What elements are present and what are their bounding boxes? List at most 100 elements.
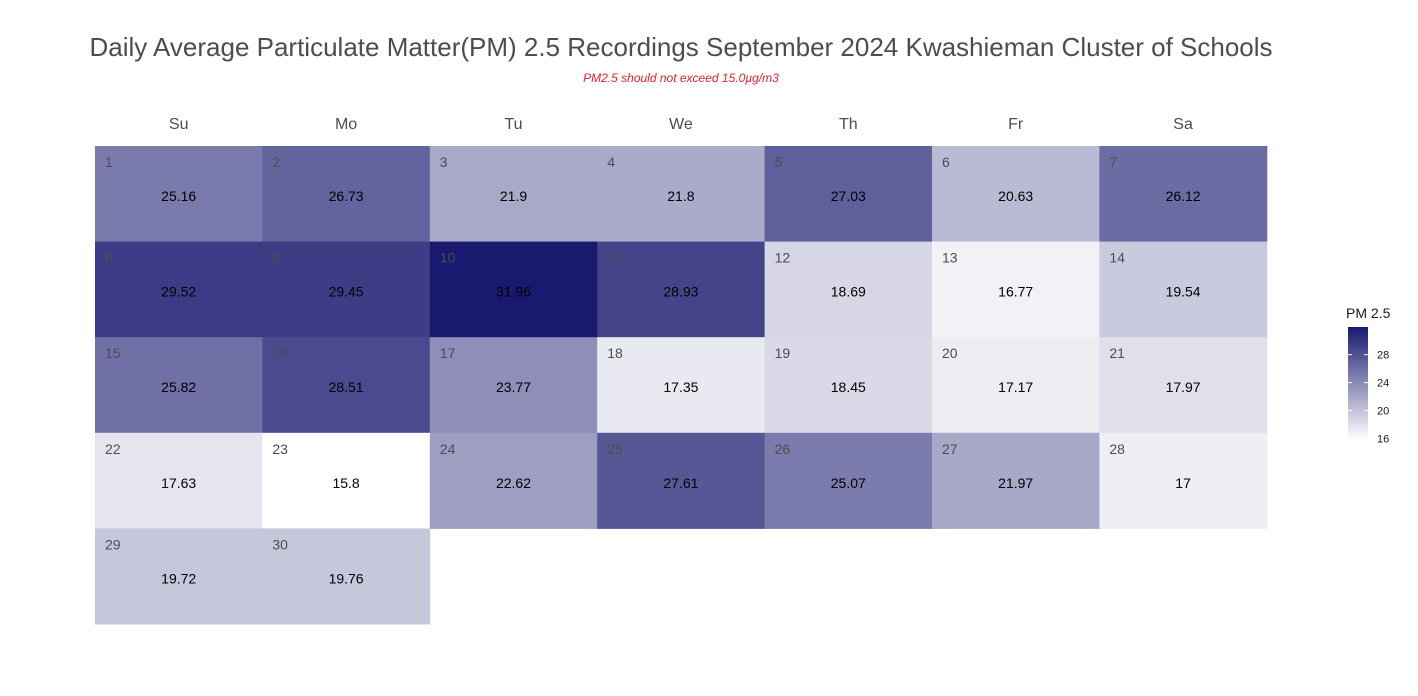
legend-title: PM 2.5: [1346, 305, 1391, 321]
calendar-cell: 125.16: [95, 146, 263, 243]
day-number: 23: [272, 441, 288, 457]
cell-fill: [597, 146, 766, 243]
color-legend: PM 2.5 16 20 24 28: [1346, 305, 1391, 446]
day-number: 14: [1109, 250, 1125, 266]
calendar-cell: 14 19.54: [1099, 241, 1268, 338]
day-value-label: 26.73: [329, 188, 364, 204]
calendar-cell: 726.12: [1099, 146, 1268, 243]
calendar-cell: 24 22.62: [429, 432, 598, 529]
day-number: 4: [607, 154, 615, 170]
day-value-label: 20.63: [998, 188, 1033, 204]
day-value-label: 19.54: [1166, 284, 1201, 300]
day-value-label: 25.16: [161, 188, 196, 204]
day-value-label: 21.8: [667, 188, 694, 204]
legend-tick-label: 24: [1377, 378, 1389, 390]
calendar-cell: 18 17.35: [597, 337, 766, 434]
day-number: 16: [272, 345, 288, 361]
weekday-label: Su: [169, 116, 189, 133]
calendar-cell: 27 21.97: [932, 432, 1100, 529]
weekday-label: Tu: [504, 116, 522, 133]
day-value-label: 21.9: [500, 188, 527, 204]
calendar-cell: 19 18.45: [764, 337, 933, 434]
weekday-label: Mo: [335, 116, 357, 133]
cell-fill: [1099, 146, 1268, 243]
day-value-label: 22.62: [496, 475, 531, 491]
day-number: 1: [105, 154, 113, 170]
day-value-label: 17.97: [1166, 379, 1201, 395]
cell-fill: [262, 528, 431, 625]
day-number: 3: [440, 154, 448, 170]
cell-fill: [932, 241, 1100, 338]
day-number: 15: [105, 345, 121, 361]
day-value-label: 17.63: [161, 475, 196, 491]
cell-fill: [764, 241, 933, 338]
day-number: 13: [942, 250, 958, 266]
day-number: 26: [775, 441, 791, 457]
cell-fill: [1099, 241, 1268, 338]
cell-fill: [262, 241, 431, 338]
calendar-cell: 26 25.07: [764, 432, 933, 529]
cell-fill: [262, 337, 431, 434]
cell-fill: [764, 432, 933, 529]
calendar-cell: 20 17.17: [932, 337, 1100, 434]
cell-fill: [429, 432, 598, 529]
day-value-label: 31.96: [496, 284, 531, 300]
cell-fill: [597, 337, 766, 434]
day-value-label: 16.77: [998, 284, 1033, 300]
legend-color-bar: [1348, 327, 1368, 440]
cell-fill: [95, 528, 263, 625]
calendar-cell: 23 15.8: [262, 432, 431, 529]
calendar-cell: 527.03: [764, 146, 933, 243]
cell-fill: [429, 337, 598, 434]
day-value-label: 28.93: [663, 284, 698, 300]
cell-fill: [262, 432, 431, 529]
day-number: 25: [607, 441, 623, 457]
day-value-label: 15.8: [332, 475, 359, 491]
day-value-label: 17: [1175, 475, 1191, 491]
calendar-cell: 11 28.93: [597, 241, 766, 338]
cell-fill: [932, 337, 1100, 434]
weekday-header: Su Mo Tu We Th Fr Sa: [169, 116, 1193, 133]
cell-fill: [262, 146, 431, 243]
weekday-label: Fr: [1008, 116, 1024, 133]
cell-fill: [1099, 337, 1268, 434]
day-number: 9: [272, 250, 280, 266]
weekday-label: Th: [839, 116, 858, 133]
day-number: 21: [1109, 345, 1125, 361]
day-value-label: 29.45: [329, 284, 364, 300]
cell-fill: [1099, 432, 1268, 529]
cell-fill: [95, 241, 263, 338]
day-value-label: 18.45: [831, 379, 866, 395]
calendar-cell: 13 16.77: [932, 241, 1100, 338]
legend-tick-label: 16: [1377, 434, 1389, 446]
calendar-cell: 10 31.96: [429, 241, 598, 338]
day-number: 30: [272, 536, 288, 552]
day-number: 29: [105, 536, 121, 552]
day-value-label: 28.51: [329, 379, 364, 395]
day-number: 6: [942, 154, 950, 170]
calendar-cell: 25 27.61: [597, 432, 766, 529]
day-number: 24: [440, 441, 456, 457]
day-value-label: 26.12: [1166, 188, 1201, 204]
calendar-cell: 929.45: [262, 241, 431, 338]
day-value-label: 25.82: [161, 379, 196, 395]
day-value-label: 27.03: [831, 188, 866, 204]
calendar-cell: 21 17.97: [1099, 337, 1268, 434]
day-value-label: 29.52: [161, 284, 196, 300]
legend-tick-label: 20: [1377, 406, 1389, 418]
cell-fill: [932, 432, 1100, 529]
day-value-label: 17.17: [998, 379, 1033, 395]
cell-fill: [597, 432, 766, 529]
cell-fill: [429, 241, 598, 338]
day-number: 20: [942, 345, 958, 361]
cell-fill: [95, 146, 263, 243]
day-value-label: 18.69: [831, 284, 866, 300]
day-number: 18: [607, 345, 623, 361]
day-value-label: 19.72: [161, 570, 196, 586]
day-value-label: 27.61: [663, 475, 698, 491]
chart-title: Daily Average Particulate Matter(PM) 2.5…: [89, 32, 1273, 62]
calendar-cell: 30 19.76: [262, 528, 431, 625]
day-number: 11: [607, 250, 622, 266]
day-number: 22: [105, 441, 121, 457]
